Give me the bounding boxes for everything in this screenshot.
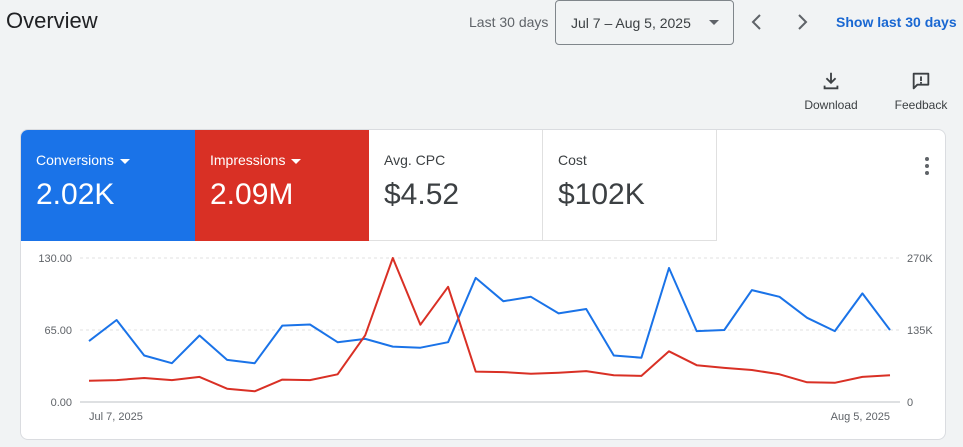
feedback-button[interactable]: Feedback bbox=[886, 70, 956, 112]
metric-value: $4.52 bbox=[384, 178, 460, 211]
range-label: Last 30 days bbox=[469, 14, 549, 30]
metric-value: 2.09M bbox=[210, 178, 294, 211]
x-axis-tick-label: Aug 5, 2025 bbox=[831, 411, 890, 423]
metric-value: $102K bbox=[558, 178, 645, 211]
right-axis-tick-label: 270K bbox=[907, 253, 933, 265]
metric-cost[interactable]: Cost $102K bbox=[543, 130, 717, 241]
metric-label: Conversions bbox=[36, 152, 114, 168]
line-chart: 0.00 0 65.00 135K 130.00 270K Jul 7, 2025 Aug 5… bbox=[38, 253, 933, 423]
date-range-text: Jul 7 – Aug 5, 2025 bbox=[571, 14, 691, 31]
page-title: Overview bbox=[6, 8, 98, 33]
feedback-label: Feedback bbox=[894, 98, 948, 112]
metric-label: Cost bbox=[558, 152, 587, 168]
metric-value: 2.02K bbox=[36, 178, 115, 211]
show-last-30-days-link[interactable]: Show last 30 days bbox=[836, 14, 957, 30]
conversions-series-line bbox=[88, 267, 891, 365]
dropdown-caret-icon bbox=[709, 20, 719, 25]
metric-label: Impressions bbox=[210, 152, 286, 168]
download-label: Download bbox=[804, 98, 858, 112]
more-options-button[interactable] bbox=[917, 154, 937, 178]
x-axis-tick-label: Jul 7, 2025 bbox=[89, 411, 143, 423]
right-axis-tick-label: 0 bbox=[907, 397, 913, 409]
download-button[interactable]: Download bbox=[796, 70, 866, 112]
metric-avg-cpc[interactable]: Avg. CPC $4.52 bbox=[369, 130, 543, 241]
metric-label: Avg. CPC bbox=[384, 152, 446, 168]
metric-conversions[interactable]: Conversions 2.02K bbox=[21, 130, 195, 241]
performance-card: Conversions 2.02K Impressions 2.09M Avg.… bbox=[20, 129, 946, 440]
impressions-series-line bbox=[88, 257, 891, 393]
dropdown-caret-icon bbox=[291, 158, 302, 164]
previous-period-button[interactable] bbox=[745, 10, 769, 34]
metric-impressions[interactable]: Impressions 2.09M bbox=[195, 130, 369, 241]
more-vert-icon bbox=[925, 157, 929, 175]
download-icon bbox=[823, 72, 839, 90]
left-axis-tick-label: 65.00 bbox=[44, 325, 72, 337]
next-period-button[interactable] bbox=[790, 10, 814, 34]
left-axis-tick-label: 0.00 bbox=[51, 397, 72, 409]
dropdown-caret-icon bbox=[119, 158, 130, 164]
date-range-picker[interactable]: Jul 7 – Aug 5, 2025 bbox=[555, 0, 734, 45]
right-axis-tick-label: 135K bbox=[907, 325, 933, 337]
feedback-icon bbox=[912, 72, 930, 90]
chevron-right-icon bbox=[798, 14, 808, 30]
left-axis-tick-label: 130.00 bbox=[38, 253, 72, 265]
chevron-left-icon bbox=[751, 14, 761, 30]
